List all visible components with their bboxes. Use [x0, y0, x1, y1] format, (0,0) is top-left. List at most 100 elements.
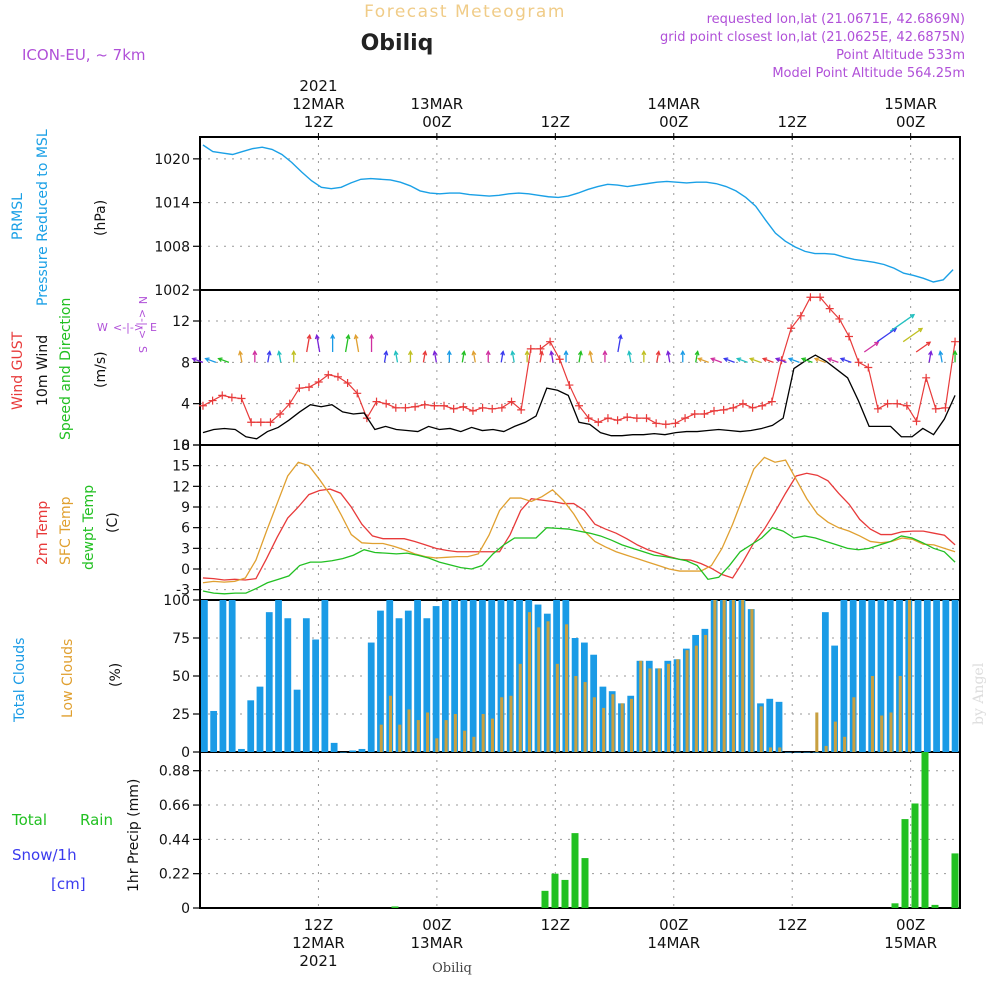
total-cloud-bar — [293, 689, 301, 752]
wind-direction-arrowhead — [926, 341, 932, 347]
wind-ytick-label: 8 — [181, 355, 190, 371]
wind-direction-arrowhead — [813, 357, 820, 363]
temp-2m-line — [202, 472, 956, 581]
gust-marker — [343, 379, 352, 387]
wind-direction-arrowhead — [276, 350, 282, 356]
total-cloud-bar — [451, 600, 459, 752]
compass-rose: W <-|-> E N S <-|-> — [97, 296, 157, 353]
gust-marker — [623, 413, 632, 422]
wind-direction-arrowhead — [306, 333, 312, 340]
gust-marker — [613, 416, 622, 425]
wind-direction-arrow — [354, 335, 360, 353]
top-time-label: 12Z — [541, 113, 570, 131]
wind-direction-arrowhead — [500, 350, 506, 356]
gust-marker — [748, 403, 757, 412]
bottom-time-label: 00Z — [422, 916, 451, 934]
total-cloud-bar — [284, 618, 292, 752]
precip-bar — [901, 819, 909, 908]
temp-ytick-label: 12 — [172, 479, 190, 495]
total-cloud-bar — [859, 600, 866, 752]
gust-marker — [844, 332, 853, 341]
wind-direction-arrowhead — [917, 327, 924, 333]
low-cloud-bar — [722, 600, 726, 752]
precip-unit: 1hr Precip (mm) — [126, 779, 142, 892]
temp-ytick-label: 6 — [181, 521, 190, 537]
wind-direction-arrowhead — [446, 349, 452, 356]
total-cloud-bar — [238, 748, 245, 752]
wind-direction-arrow — [698, 357, 709, 363]
pressure-msl-label: Pressure Reduced to MSL — [35, 129, 51, 306]
low-cloud-bar — [472, 736, 476, 752]
wind-direction-arrowhead — [665, 350, 671, 356]
gust-marker — [565, 381, 574, 390]
total-cloud-bar — [840, 600, 848, 752]
gust-marker — [507, 397, 516, 406]
wind-direction-arrowhead — [383, 350, 389, 356]
wind-direction-arrowhead — [694, 350, 700, 356]
wind-direction-arrow — [827, 357, 839, 363]
pressure-ytick-label: 1002 — [154, 283, 190, 299]
total-cloud-bar — [340, 752, 347, 753]
total-cloud-bar — [497, 600, 505, 752]
total-cloud-bar — [821, 612, 829, 752]
point-altitude: Point Altitude 533m — [836, 48, 965, 63]
wind-direction-arrow — [724, 357, 735, 363]
wind-direction-arrowhead — [761, 357, 768, 363]
temp-unit: (C) — [105, 512, 121, 533]
total-cloud-bar — [302, 618, 310, 752]
wind-direction-arrow — [628, 351, 632, 363]
wind-direction-arrow — [814, 357, 826, 363]
total-cloud-bar — [265, 612, 273, 752]
pressure-unit: (hPa) — [93, 200, 109, 236]
low-cloud-bar — [574, 676, 578, 752]
gust-marker — [681, 414, 690, 423]
gust-marker — [198, 401, 207, 410]
temp-ytick-label: -3 — [176, 583, 190, 599]
total-cloud-bar — [441, 600, 449, 752]
gust-marker — [632, 414, 641, 423]
low-cloud-bar — [453, 714, 457, 752]
wind-direction-arrowhead — [617, 333, 623, 340]
precip-bar — [951, 853, 959, 908]
gust-marker — [256, 418, 265, 427]
low-cloud-bar — [750, 609, 754, 752]
wind-direction-arrowhead — [800, 357, 807, 363]
wind-direction-arrow — [711, 357, 722, 363]
precip-bar — [581, 858, 589, 908]
wind-direction-arrow — [840, 357, 852, 363]
wind-frame — [199, 289, 961, 446]
precip-bar — [921, 752, 929, 908]
location-title: Obiliq — [361, 31, 434, 56]
total-cloud-bar — [933, 600, 940, 752]
total-cloud-bar — [951, 600, 959, 752]
gust-marker — [816, 293, 825, 302]
wind-direction-arrowhead — [655, 350, 661, 356]
low-cloud-bar — [537, 627, 541, 752]
gust-marker — [497, 403, 506, 412]
gust-marker — [719, 405, 728, 414]
precip-ytick-label: 0.66 — [159, 798, 190, 814]
precip-bar — [911, 803, 919, 908]
wind-direction-arrow — [863, 341, 879, 353]
gust-marker — [796, 311, 805, 320]
total-cloud-bar — [886, 600, 894, 752]
pressure-frame — [199, 136, 961, 291]
temp-ytick-label: 3 — [181, 541, 190, 557]
gust-marker — [305, 383, 314, 392]
wind-direction-arrow — [316, 335, 321, 353]
precip-bar — [541, 890, 549, 908]
low-cloud-bar — [694, 645, 698, 752]
wind-ytick-label: 0 — [181, 438, 190, 454]
gust-marker — [420, 400, 429, 409]
bottom-time-label: 12Z — [778, 916, 807, 934]
pressure-ytick-label: 1014 — [154, 196, 190, 212]
wind-direction-arrowhead — [238, 350, 243, 356]
low-cloud-bar — [435, 738, 439, 752]
wind-direction-arrowhead — [422, 350, 428, 356]
wind-direction-arrowhead — [839, 357, 846, 363]
temp-frame — [199, 444, 961, 601]
top-time-label: 00Z — [659, 113, 688, 131]
top-time-label: 00Z — [422, 113, 451, 131]
low-cloud-bar — [880, 715, 884, 752]
gust-marker — [594, 418, 603, 427]
